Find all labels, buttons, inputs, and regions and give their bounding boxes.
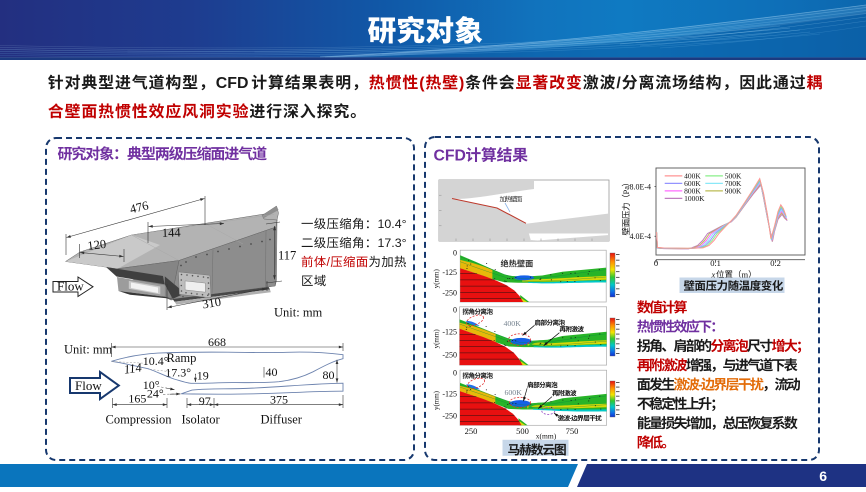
svg-text:y(mm): y(mm) (433, 269, 441, 289)
svg-text:144: 144 (162, 225, 182, 240)
svg-text:0: 0 (654, 258, 658, 268)
svg-text:CFD: CFD (216, 75, 249, 92)
svg-text:(: ( (419, 75, 425, 92)
svg-text:-125: -125 (442, 268, 457, 277)
svg-text:1000K: 1000K (684, 194, 705, 203)
svg-text:4.0E-4: 4.0E-4 (629, 232, 651, 241)
svg-text:y(mm): y(mm) (433, 390, 441, 410)
svg-text:y(mm): y(mm) (433, 329, 441, 349)
svg-text:40: 40 (266, 365, 278, 379)
svg-text:-125: -125 (442, 389, 457, 398)
svg-text:Flow: Flow (57, 279, 84, 294)
svg-text:0: 0 (453, 249, 457, 258)
svg-text:17.3°: 17.3° (378, 236, 407, 250)
svg-text:19: 19 (197, 369, 209, 383)
svg-text:500: 500 (516, 426, 529, 436)
svg-text:0: 0 (453, 369, 457, 378)
svg-text:Ramp: Ramp (167, 351, 197, 365)
svg-text:/: / (327, 255, 331, 269)
svg-text:/: / (616, 75, 621, 92)
svg-text:-: - (570, 416, 572, 423)
svg-text:Flow: Flow (75, 378, 102, 393)
svg-text:80: 80 (323, 368, 335, 382)
svg-text:165: 165 (128, 392, 146, 406)
svg-text:-250: -250 (442, 351, 457, 360)
svg-text:97: 97 (199, 394, 211, 408)
svg-text:0.1: 0.1 (710, 258, 721, 268)
svg-text:900K: 900K (725, 187, 742, 196)
svg-text:Pa: Pa (621, 186, 631, 195)
svg-text:x(mm): x(mm) (536, 432, 557, 441)
svg-text:0: 0 (453, 305, 457, 314)
svg-text:10.4°: 10.4° (378, 217, 407, 231)
svg-text:8.0E-4: 8.0E-4 (629, 182, 651, 191)
svg-text:750: 750 (566, 426, 579, 436)
svg-text:250: 250 (465, 426, 478, 436)
svg-text:Compression: Compression (106, 412, 173, 426)
svg-text:114: 114 (123, 360, 143, 376)
svg-text:CFD: CFD (434, 148, 466, 165)
svg-text:668: 668 (208, 335, 226, 349)
svg-text:310: 310 (201, 295, 222, 312)
svg-text:476: 476 (128, 198, 150, 216)
svg-text:400K: 400K (504, 319, 522, 328)
svg-text:375: 375 (270, 392, 288, 406)
svg-text:0.2: 0.2 (770, 258, 781, 268)
svg-text:17.3°: 17.3° (165, 365, 191, 379)
svg-text:120: 120 (87, 237, 107, 253)
svg-text:-250: -250 (442, 411, 457, 420)
svg-text:): ) (459, 75, 464, 92)
svg-text:-125: -125 (442, 327, 457, 336)
svg-text:600K: 600K (505, 388, 523, 397)
svg-text:117: 117 (278, 249, 296, 263)
svg-text:Unit: mm: Unit: mm (64, 343, 113, 357)
svg-text:Isolator: Isolator (182, 412, 221, 426)
svg-text:Unit: mm: Unit: mm (274, 306, 323, 320)
svg-text:24°: 24° (147, 387, 164, 401)
svg-text:-250: -250 (442, 289, 457, 298)
svg-text:Diffuser: Diffuser (261, 412, 303, 426)
